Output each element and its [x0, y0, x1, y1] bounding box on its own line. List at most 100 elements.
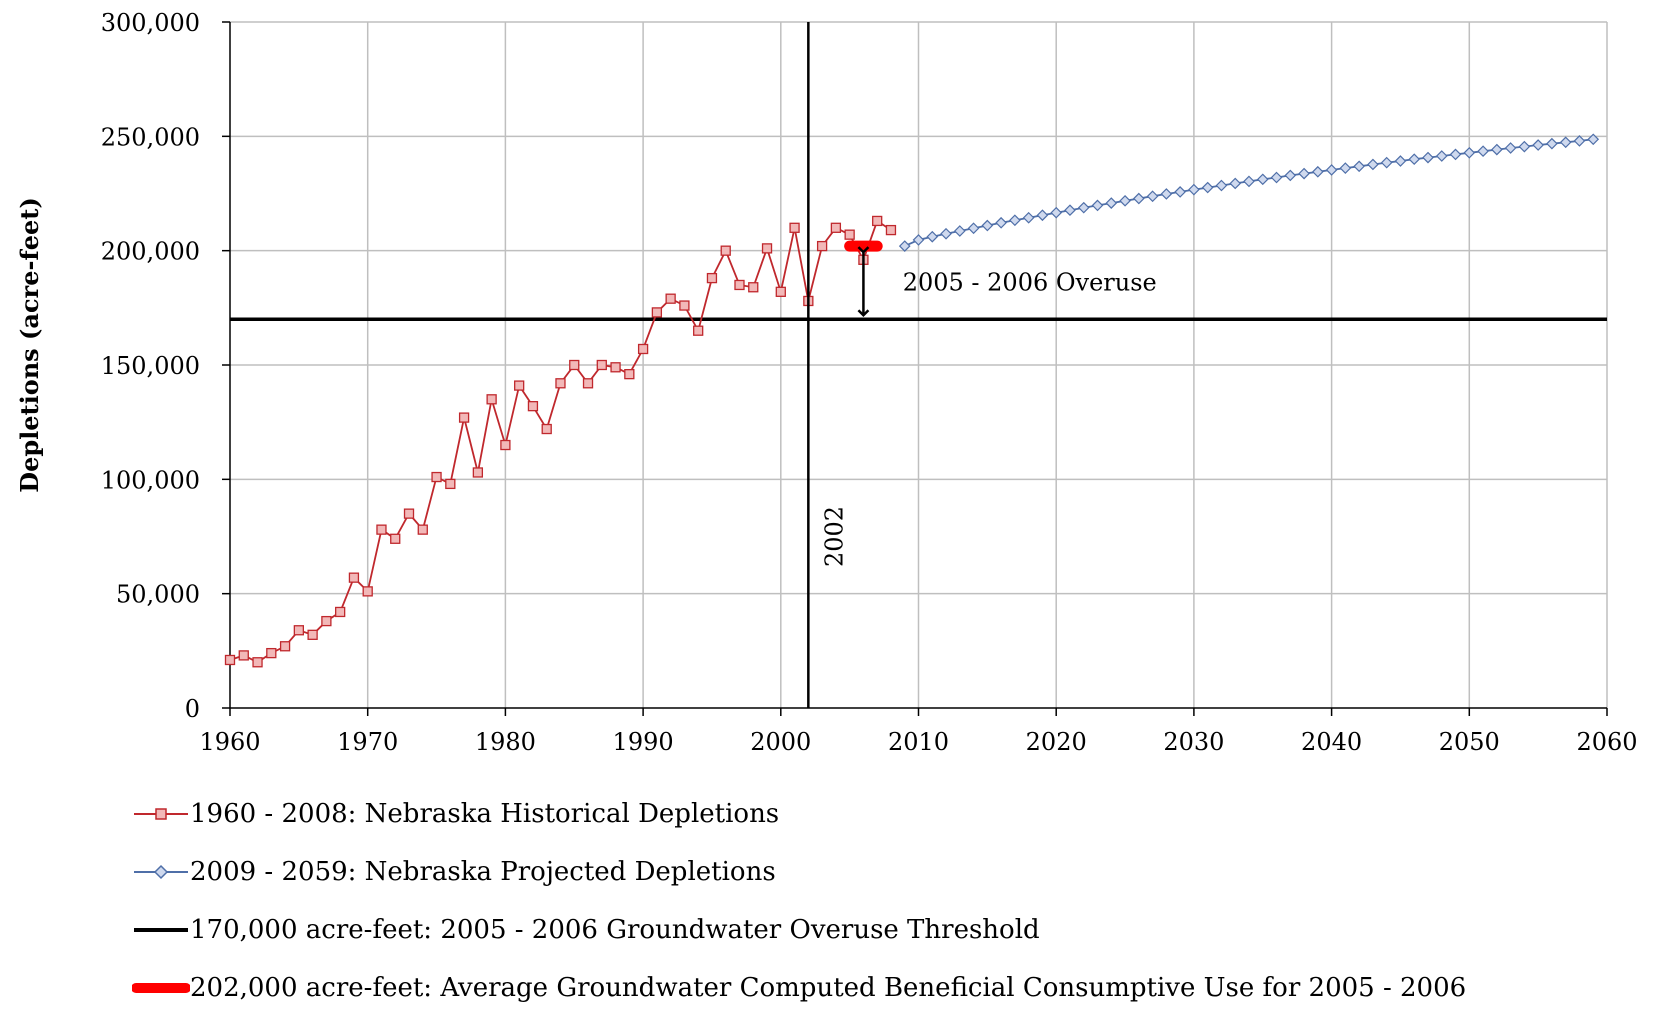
- historical-point: [253, 658, 262, 667]
- historical-point: [790, 223, 799, 232]
- y-tick-label: 100,000: [101, 466, 200, 494]
- historical-point: [542, 425, 551, 434]
- historical-point: [652, 308, 661, 317]
- projected-point: [1547, 139, 1557, 149]
- projected-point: [900, 241, 910, 251]
- projected-point: [1037, 210, 1047, 220]
- projected-point: [941, 229, 951, 239]
- x-tick-label: 2000: [750, 728, 811, 756]
- legend-label-threshold: 170,000 acre-feet: 2005 - 2006 Groundwat…: [190, 914, 1040, 946]
- historical-point: [267, 649, 276, 658]
- historical-point: [818, 242, 827, 251]
- y-tick-label: 250,000: [101, 123, 200, 151]
- projected-point: [914, 235, 924, 245]
- legend-swatch-projected: [132, 862, 190, 882]
- historical-point: [707, 274, 716, 283]
- projected-point: [1010, 215, 1020, 225]
- historical-point: [625, 370, 634, 379]
- projected-point: [1285, 170, 1295, 180]
- axes: [222, 22, 1607, 716]
- projected-point: [1409, 154, 1419, 164]
- historical-point: [336, 607, 345, 616]
- projected-point: [1120, 196, 1130, 206]
- projected-point: [1024, 213, 1034, 223]
- x-tick-label: 1970: [337, 728, 398, 756]
- y-tick-label: 0: [185, 695, 200, 723]
- historical-point: [831, 223, 840, 232]
- historical-point: [432, 473, 441, 482]
- projected-point: [1258, 174, 1268, 184]
- x-tick-label: 1960: [199, 728, 260, 756]
- projected-point: [1451, 149, 1461, 159]
- historical-point: [418, 525, 427, 534]
- series: [226, 134, 1608, 666]
- projected-point: [927, 232, 937, 242]
- projected-point: [1189, 185, 1199, 195]
- projected-point: [1437, 151, 1447, 161]
- projected-point: [1051, 208, 1061, 218]
- historical-point: [680, 301, 689, 310]
- projected-point: [1533, 140, 1543, 150]
- historical-point: [322, 617, 331, 626]
- historical-point: [226, 655, 235, 664]
- historical-point: [873, 216, 882, 225]
- x-tick-label: 2020: [1026, 728, 1087, 756]
- projected-point: [1423, 153, 1433, 163]
- legend-label-average-use: 202,000 acre-feet: Average Groundwater C…: [190, 972, 1466, 1004]
- legend-item-projected: 2009 - 2059: Nebraska Projected Depletio…: [132, 856, 1632, 914]
- projected-point: [1244, 176, 1254, 186]
- historical-point: [694, 326, 703, 335]
- projected-point: [1299, 169, 1309, 179]
- legend-label-projected: 2009 - 2059: Nebraska Projected Depletio…: [190, 856, 776, 888]
- historical-point: [281, 642, 290, 651]
- projected-point: [1478, 146, 1488, 156]
- y-axis-title: Depletions (acre-feet): [15, 197, 44, 492]
- projected-point: [1134, 194, 1144, 204]
- projected-point: [1161, 189, 1171, 199]
- projected-point: [1065, 205, 1075, 215]
- historical-point: [721, 246, 730, 255]
- x-tick-label: 2040: [1301, 728, 1362, 756]
- projected-point: [1230, 178, 1240, 188]
- projected-point: [1327, 165, 1337, 175]
- projected-point: [1148, 191, 1158, 201]
- historical-point: [473, 468, 482, 477]
- projected-point: [969, 223, 979, 233]
- historical-point: [405, 509, 414, 518]
- legend-swatch-average-use: [132, 978, 190, 998]
- historical-point: [239, 651, 248, 660]
- historical-point: [886, 226, 895, 235]
- projected-point: [1368, 159, 1378, 169]
- historical-point: [349, 573, 358, 582]
- projected-point: [996, 218, 1006, 228]
- projected-point: [1216, 180, 1226, 190]
- projected-point: [955, 226, 965, 236]
- legend-swatch-threshold: [132, 920, 190, 940]
- series-historical-line: [230, 221, 891, 662]
- projected-point: [1561, 137, 1571, 147]
- y-tick-label: 300,000: [101, 9, 200, 37]
- projected-point: [1272, 172, 1282, 182]
- projected-point: [1354, 161, 1364, 171]
- x-tick-label: 2030: [1163, 728, 1224, 756]
- historical-point: [377, 525, 386, 534]
- legend-label-historical: 1960 - 2008: Nebraska Historical Depleti…: [190, 798, 779, 830]
- projected-point: [982, 221, 992, 231]
- historical-point: [584, 379, 593, 388]
- projected-point: [1506, 143, 1516, 153]
- historical-point: [487, 395, 496, 404]
- tick-labels: 1960 1970 1980 1990 2000 2010 2020 2030 2040 2050…: [15, 9, 1638, 756]
- historical-point: [308, 630, 317, 639]
- projected-point: [1093, 200, 1103, 210]
- x-tick-label: 2060: [1576, 728, 1637, 756]
- projected-point: [1203, 183, 1213, 193]
- x-tick-label: 1990: [613, 728, 674, 756]
- series-projected-line: [905, 139, 1593, 246]
- historical-point: [515, 381, 524, 390]
- historical-point: [570, 361, 579, 370]
- historical-point: [639, 344, 648, 353]
- projected-point: [1464, 148, 1474, 158]
- projected-point: [1175, 187, 1185, 197]
- historical-point: [611, 363, 620, 372]
- legend-item-average-use: 202,000 acre-feet: Average Groundwater C…: [132, 972, 1632, 1030]
